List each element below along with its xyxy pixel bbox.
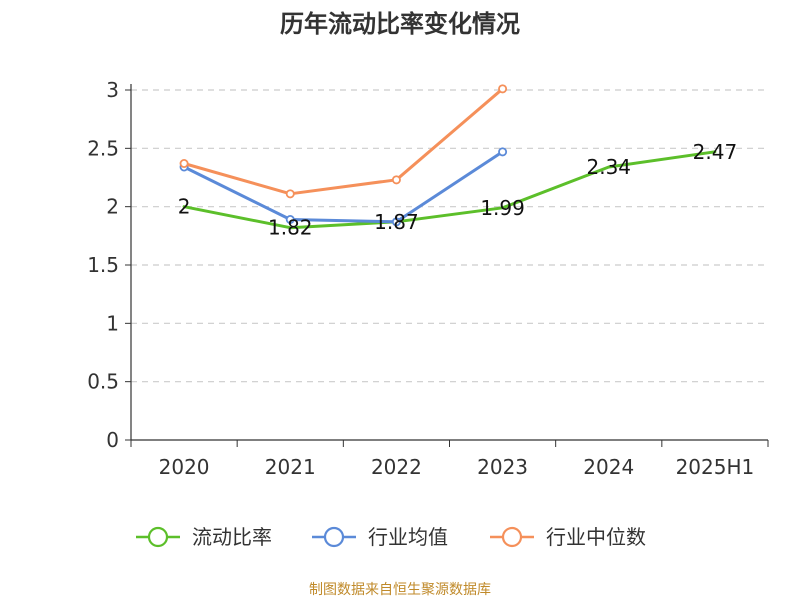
chart-title: 历年流动比率变化情况 (280, 10, 520, 38)
x-tick-label: 2020 (159, 455, 210, 479)
data-label: 2 (178, 195, 191, 219)
data-point-3[interactable] (498, 84, 508, 94)
y-tick-label: 2.5 (87, 136, 119, 160)
legend-marker (323, 526, 345, 548)
data-label: 1.82 (268, 216, 313, 240)
data-label: 1.87 (374, 210, 419, 234)
legend-item-2[interactable]: 行业均值 (312, 525, 448, 549)
y-tick-label: 3 (106, 78, 119, 102)
data-label: 2.47 (693, 140, 738, 164)
legend: 流动比率 行业均值 行业中位数 (136, 525, 646, 549)
x-tick-label: 2021 (265, 455, 316, 479)
legend-label: 流动比率 (192, 525, 272, 549)
data-label: 1.99 (480, 196, 525, 220)
x-tick-label: 2024 (583, 455, 634, 479)
legend-label: 行业均值 (368, 525, 448, 549)
axes: 0 0.5 1 1.5 2 2.5 3 2020 2021 2022 2023 2024 2025H1 (87, 78, 769, 479)
grid-lines (131, 89, 768, 383)
source-footer: 制图数据来自恒生聚源数据库 (309, 582, 491, 598)
data-point-2[interactable] (285, 214, 295, 224)
data-label: 2.34 (586, 155, 631, 179)
data-point-2[interactable] (498, 147, 508, 157)
y-tick-label: 0.5 (87, 370, 119, 394)
legend-item-1[interactable]: 流动比率 (136, 525, 272, 549)
data-point-3[interactable] (179, 158, 189, 168)
y-tick-label: 2 (106, 195, 119, 219)
legend-marker (147, 526, 169, 548)
x-tick-label: 2022 (371, 455, 422, 479)
y-tick-label: 1 (106, 311, 119, 335)
legend-marker (501, 526, 523, 548)
series-layer (179, 84, 717, 230)
legend-label: 行业中位数 (546, 525, 646, 549)
data-labels: 2 1.82 1.87 1.99 2.34 2.47 (178, 140, 737, 240)
series-line-2 (182, 150, 505, 224)
y-tick-label: 0 (106, 428, 119, 452)
x-tick-label: 2023 (477, 455, 528, 479)
series-line-3 (182, 87, 505, 196)
y-tick-label: 1.5 (87, 253, 119, 277)
data-point-3[interactable] (391, 175, 401, 185)
data-point-3[interactable] (285, 189, 295, 199)
legend-item-3[interactable]: 行业中位数 (490, 525, 646, 549)
data-point-2[interactable] (391, 217, 401, 227)
x-tick-label: 2025H1 (676, 455, 755, 479)
series-line-1 (182, 150, 717, 230)
